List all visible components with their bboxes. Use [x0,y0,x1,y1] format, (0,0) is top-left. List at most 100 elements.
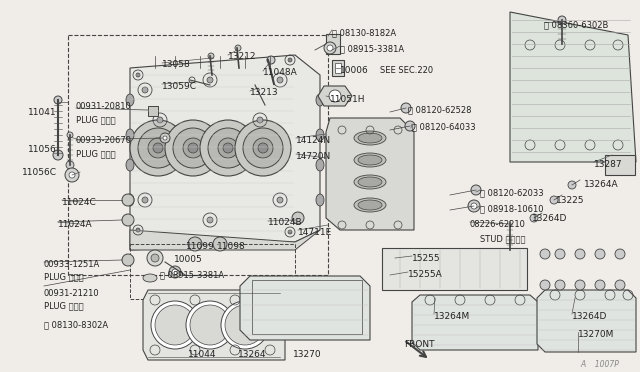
Text: 11041: 11041 [28,108,56,117]
Circle shape [568,181,576,189]
Ellipse shape [316,194,324,206]
Circle shape [136,73,140,77]
Circle shape [235,45,241,51]
Text: SEE SEC.220: SEE SEC.220 [380,66,433,75]
Circle shape [324,42,336,54]
Circle shape [122,214,134,226]
Circle shape [69,172,75,178]
Circle shape [401,103,411,113]
Text: A    1007P: A 1007P [580,360,619,369]
Ellipse shape [358,133,382,143]
Text: 15255A: 15255A [408,270,443,279]
Circle shape [223,143,233,153]
Text: 15255: 15255 [412,254,440,263]
Text: 11024C: 11024C [62,198,97,207]
Text: 00931-20810: 00931-20810 [76,102,132,111]
Circle shape [540,249,550,259]
Polygon shape [537,290,636,352]
Polygon shape [240,276,370,340]
Circle shape [67,132,73,138]
Text: 11048A: 11048A [263,68,298,77]
Ellipse shape [143,274,157,282]
Text: PLUG プラグ: PLUG プラグ [44,272,84,281]
Ellipse shape [354,131,386,145]
Text: 11051H: 11051H [330,95,365,104]
Text: 11044: 11044 [188,350,216,359]
Text: 13213: 13213 [250,88,278,97]
Text: 11056C: 11056C [22,168,57,177]
Circle shape [288,230,292,234]
Circle shape [207,77,213,83]
Circle shape [142,87,148,93]
Circle shape [468,200,480,212]
Circle shape [169,266,181,278]
Circle shape [277,77,283,83]
Circle shape [122,194,134,206]
Circle shape [329,90,341,102]
Text: 14124N: 14124N [296,136,331,145]
Text: Ⓑ 08120-64033: Ⓑ 08120-64033 [412,122,476,131]
Circle shape [471,185,481,195]
Circle shape [148,138,168,158]
Text: 13264D: 13264D [572,312,607,321]
Polygon shape [130,230,320,250]
Text: Ⓑ 08120-62528: Ⓑ 08120-62528 [408,105,472,114]
Circle shape [151,301,199,349]
Circle shape [190,305,230,345]
Text: 13270M: 13270M [578,330,614,339]
Circle shape [595,280,605,290]
Ellipse shape [358,200,382,210]
Bar [148,106,158,116]
Text: 13059C: 13059C [162,82,197,91]
Circle shape [155,305,195,345]
Circle shape [207,217,213,223]
Circle shape [122,254,134,266]
Circle shape [235,120,291,176]
Circle shape [157,117,163,123]
Ellipse shape [354,153,386,167]
Ellipse shape [316,94,324,106]
Text: 11056: 11056 [28,145,57,154]
Circle shape [292,212,304,224]
Text: 13264M: 13264M [434,312,470,321]
Circle shape [327,45,333,51]
Text: 11099: 11099 [186,242,215,251]
Circle shape [186,301,234,349]
Text: 11098: 11098 [217,242,246,251]
Bar [605,155,635,175]
Text: 13225: 13225 [556,196,584,205]
Ellipse shape [316,159,324,171]
Circle shape [188,143,198,153]
Text: 08226-62210: 08226-62210 [470,220,526,229]
Ellipse shape [354,198,386,212]
Circle shape [165,120,221,176]
Circle shape [208,53,214,59]
Text: PLUG プラグ: PLUG プラグ [76,115,116,124]
Text: 00933-20670: 00933-20670 [76,136,132,145]
Polygon shape [318,86,352,106]
Text: Ⓑ 08120-62033: Ⓑ 08120-62033 [480,188,543,197]
Text: 13270: 13270 [293,350,322,359]
Bar [332,60,344,76]
Circle shape [163,136,167,140]
Circle shape [160,133,170,143]
Circle shape [151,254,159,262]
Bar [382,248,527,290]
Circle shape [257,117,263,123]
Circle shape [66,161,74,169]
Polygon shape [130,55,320,250]
Bar [335,63,341,73]
Text: PLUG プラグ: PLUG プラグ [44,301,84,310]
Circle shape [54,96,62,104]
Circle shape [188,237,202,251]
Circle shape [138,128,178,168]
Circle shape [225,305,265,345]
Circle shape [136,228,140,232]
Text: Ⓑ 08360-6302B: Ⓑ 08360-6302B [544,20,609,29]
Ellipse shape [316,129,324,141]
Text: Ⓝ 08918-10610: Ⓝ 08918-10610 [480,204,543,213]
Text: 13287: 13287 [594,160,623,169]
Circle shape [558,16,566,24]
Text: 00931-21210: 00931-21210 [44,289,100,298]
Ellipse shape [126,129,134,141]
